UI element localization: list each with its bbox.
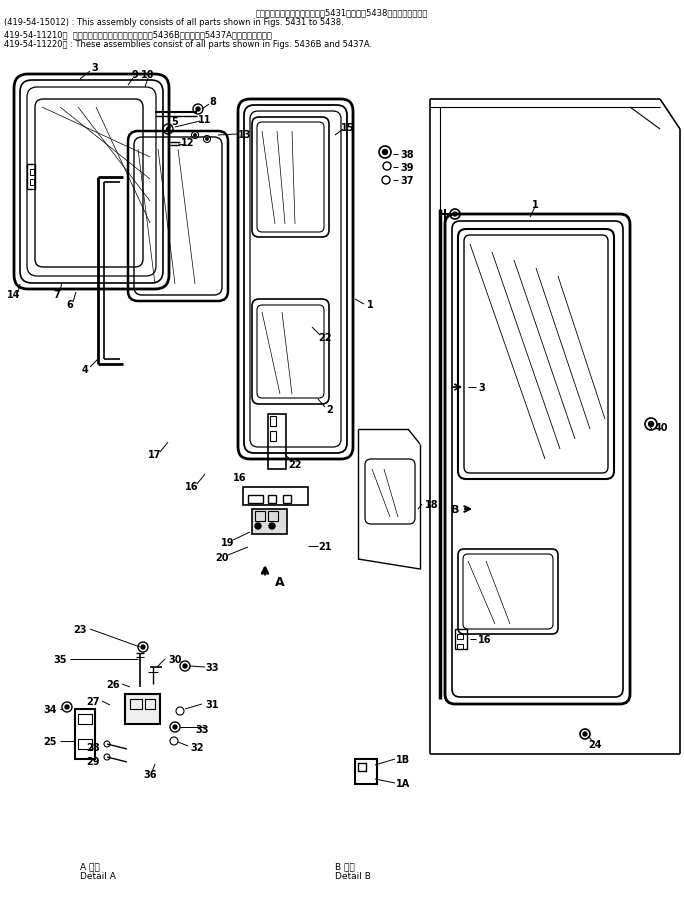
Bar <box>75 710 95 759</box>
Text: 28: 28 <box>86 742 100 752</box>
Text: 4: 4 <box>81 364 88 374</box>
Circle shape <box>65 705 69 710</box>
Text: 9: 9 <box>131 70 138 80</box>
Text: Detail B: Detail B <box>335 871 371 880</box>
Circle shape <box>183 664 187 669</box>
Bar <box>268 415 286 469</box>
Text: B 詳細: B 詳細 <box>335 861 355 870</box>
Circle shape <box>194 135 196 137</box>
Text: 16: 16 <box>478 634 492 644</box>
Text: 34: 34 <box>44 704 57 714</box>
Text: 14: 14 <box>8 290 21 300</box>
Circle shape <box>648 422 653 427</box>
Text: 16: 16 <box>185 482 199 491</box>
Text: 22: 22 <box>318 333 332 343</box>
Text: 15: 15 <box>341 123 355 133</box>
Bar <box>78 714 92 724</box>
Bar <box>457 644 463 650</box>
Bar <box>270 416 276 426</box>
Bar <box>27 165 35 189</box>
Circle shape <box>206 138 208 141</box>
Text: A 詳細: A 詳細 <box>80 861 100 870</box>
Text: (419-54-15012) : This assembly consists of all parts shown in Figs. 5431 to 5438: (419-54-15012) : This assembly consists … <box>4 18 344 27</box>
Text: 33: 33 <box>195 724 209 734</box>
Text: このアセンブリの構成部品は囵5431図から囵5438図まで含みます．: このアセンブリの構成部品は囵5431図から囵5438図まで含みます． <box>256 8 428 17</box>
Bar <box>145 700 155 710</box>
Text: 27: 27 <box>86 696 100 706</box>
Text: 2: 2 <box>327 404 333 415</box>
Text: 18: 18 <box>425 499 438 509</box>
Circle shape <box>255 524 261 529</box>
Circle shape <box>269 524 275 529</box>
Bar <box>355 759 377 784</box>
Bar <box>243 487 308 506</box>
Bar <box>78 739 92 749</box>
Bar <box>255 511 265 521</box>
Text: 11: 11 <box>198 115 212 125</box>
Text: 20: 20 <box>215 552 228 562</box>
Text: A: A <box>275 575 285 588</box>
Text: 21: 21 <box>318 541 332 551</box>
Text: 16: 16 <box>233 473 247 483</box>
Bar <box>457 634 463 640</box>
Bar <box>268 496 276 504</box>
Text: 1A: 1A <box>396 778 410 788</box>
Text: 17: 17 <box>148 449 161 459</box>
Text: 29: 29 <box>86 756 100 766</box>
Bar <box>270 432 276 442</box>
Circle shape <box>166 128 170 131</box>
Text: 39: 39 <box>400 163 414 173</box>
Text: 3: 3 <box>478 383 485 393</box>
Text: 419-54-11220） : These assemblies consist of all parts shown in Figs. 5436B and 5: 419-54-11220） : These assemblies consist… <box>4 40 372 49</box>
Text: 22: 22 <box>288 459 302 469</box>
Bar <box>248 496 263 504</box>
Bar <box>125 694 160 724</box>
Text: 8: 8 <box>209 97 216 107</box>
Bar <box>130 700 142 710</box>
Circle shape <box>141 645 145 650</box>
Text: 12: 12 <box>181 138 195 148</box>
Circle shape <box>453 213 457 217</box>
Text: 36: 36 <box>143 769 157 779</box>
Bar <box>358 763 366 771</box>
Text: 24: 24 <box>588 739 602 749</box>
Text: 6: 6 <box>66 300 73 310</box>
Text: Detail A: Detail A <box>80 871 116 880</box>
Text: 37: 37 <box>400 176 414 186</box>
Text: 25: 25 <box>44 736 57 746</box>
Text: 35: 35 <box>53 654 67 664</box>
Text: 38: 38 <box>400 149 414 159</box>
Text: 23: 23 <box>73 624 87 634</box>
Bar <box>268 511 278 521</box>
Text: 40: 40 <box>655 423 668 433</box>
Bar <box>30 169 34 176</box>
Text: 1: 1 <box>367 300 373 310</box>
Circle shape <box>173 725 177 729</box>
Text: 13: 13 <box>238 130 252 140</box>
Text: 7: 7 <box>53 290 60 300</box>
Bar <box>30 179 34 186</box>
Text: 5: 5 <box>172 117 179 127</box>
Circle shape <box>382 150 388 156</box>
Text: 33: 33 <box>205 662 218 672</box>
Text: 31: 31 <box>205 700 218 710</box>
Bar <box>455 630 467 650</box>
Text: 419-54-11210）  これらのアセンブリの構成部品は囵5436B図および囵5437A図まで含みます．: 419-54-11210） これらのアセンブリの構成部品は囵5436B図および囵… <box>4 30 272 39</box>
Bar <box>252 509 287 535</box>
Text: 1B: 1B <box>396 754 410 764</box>
Text: 26: 26 <box>107 680 120 690</box>
Text: 3: 3 <box>92 63 98 73</box>
Text: 1: 1 <box>531 200 538 210</box>
Text: 10: 10 <box>142 70 155 80</box>
Text: 30: 30 <box>168 654 181 664</box>
Circle shape <box>196 107 200 112</box>
Text: 32: 32 <box>190 742 204 752</box>
Text: 19: 19 <box>221 537 235 548</box>
Bar <box>283 496 291 504</box>
Circle shape <box>583 732 587 736</box>
Text: B: B <box>451 505 459 515</box>
